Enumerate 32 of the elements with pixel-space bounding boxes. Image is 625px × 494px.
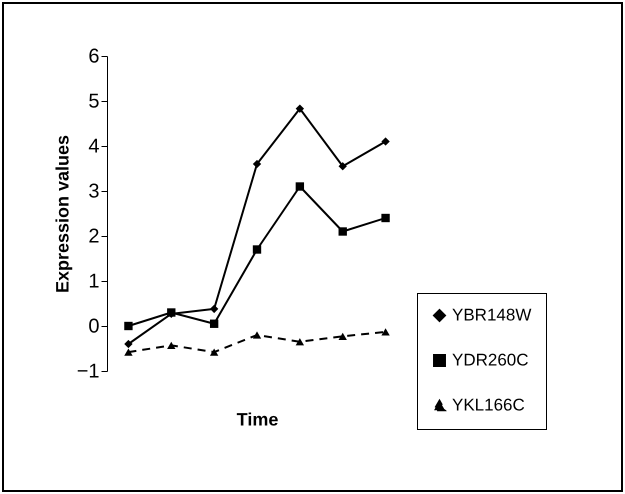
legend-label: YKL166C [452, 396, 525, 414]
point [381, 328, 390, 336]
point [252, 160, 262, 168]
point [296, 104, 304, 113]
point [338, 227, 347, 236]
point [381, 214, 390, 222]
point [296, 338, 304, 346]
point [210, 304, 218, 314]
y-tick-label: 1 [88, 270, 100, 292]
point [252, 331, 262, 339]
point [210, 320, 218, 328]
point [381, 137, 390, 146]
y-tick-label: 3 [88, 180, 100, 202]
y-tick-label: 4 [88, 136, 100, 158]
y-tick-label: 2 [88, 226, 100, 248]
point [338, 332, 347, 340]
x-axis-title: Time [236, 410, 278, 430]
point [167, 342, 176, 349]
y-tick-label: 0 [88, 316, 100, 338]
legend-label: YBR148W [452, 306, 532, 324]
point [296, 182, 304, 191]
point [124, 340, 133, 348]
legend-label: YDR260C [452, 350, 529, 370]
point [124, 348, 133, 356]
y-tick-label: 5 [88, 90, 100, 112]
point [252, 245, 262, 254]
point [210, 348, 218, 356]
y-axis-title: Expression values [52, 134, 73, 294]
point [124, 322, 133, 330]
point [338, 162, 347, 170]
y-tick-label: −1 [76, 360, 100, 382]
y-tick-label: 6 [88, 46, 100, 68]
